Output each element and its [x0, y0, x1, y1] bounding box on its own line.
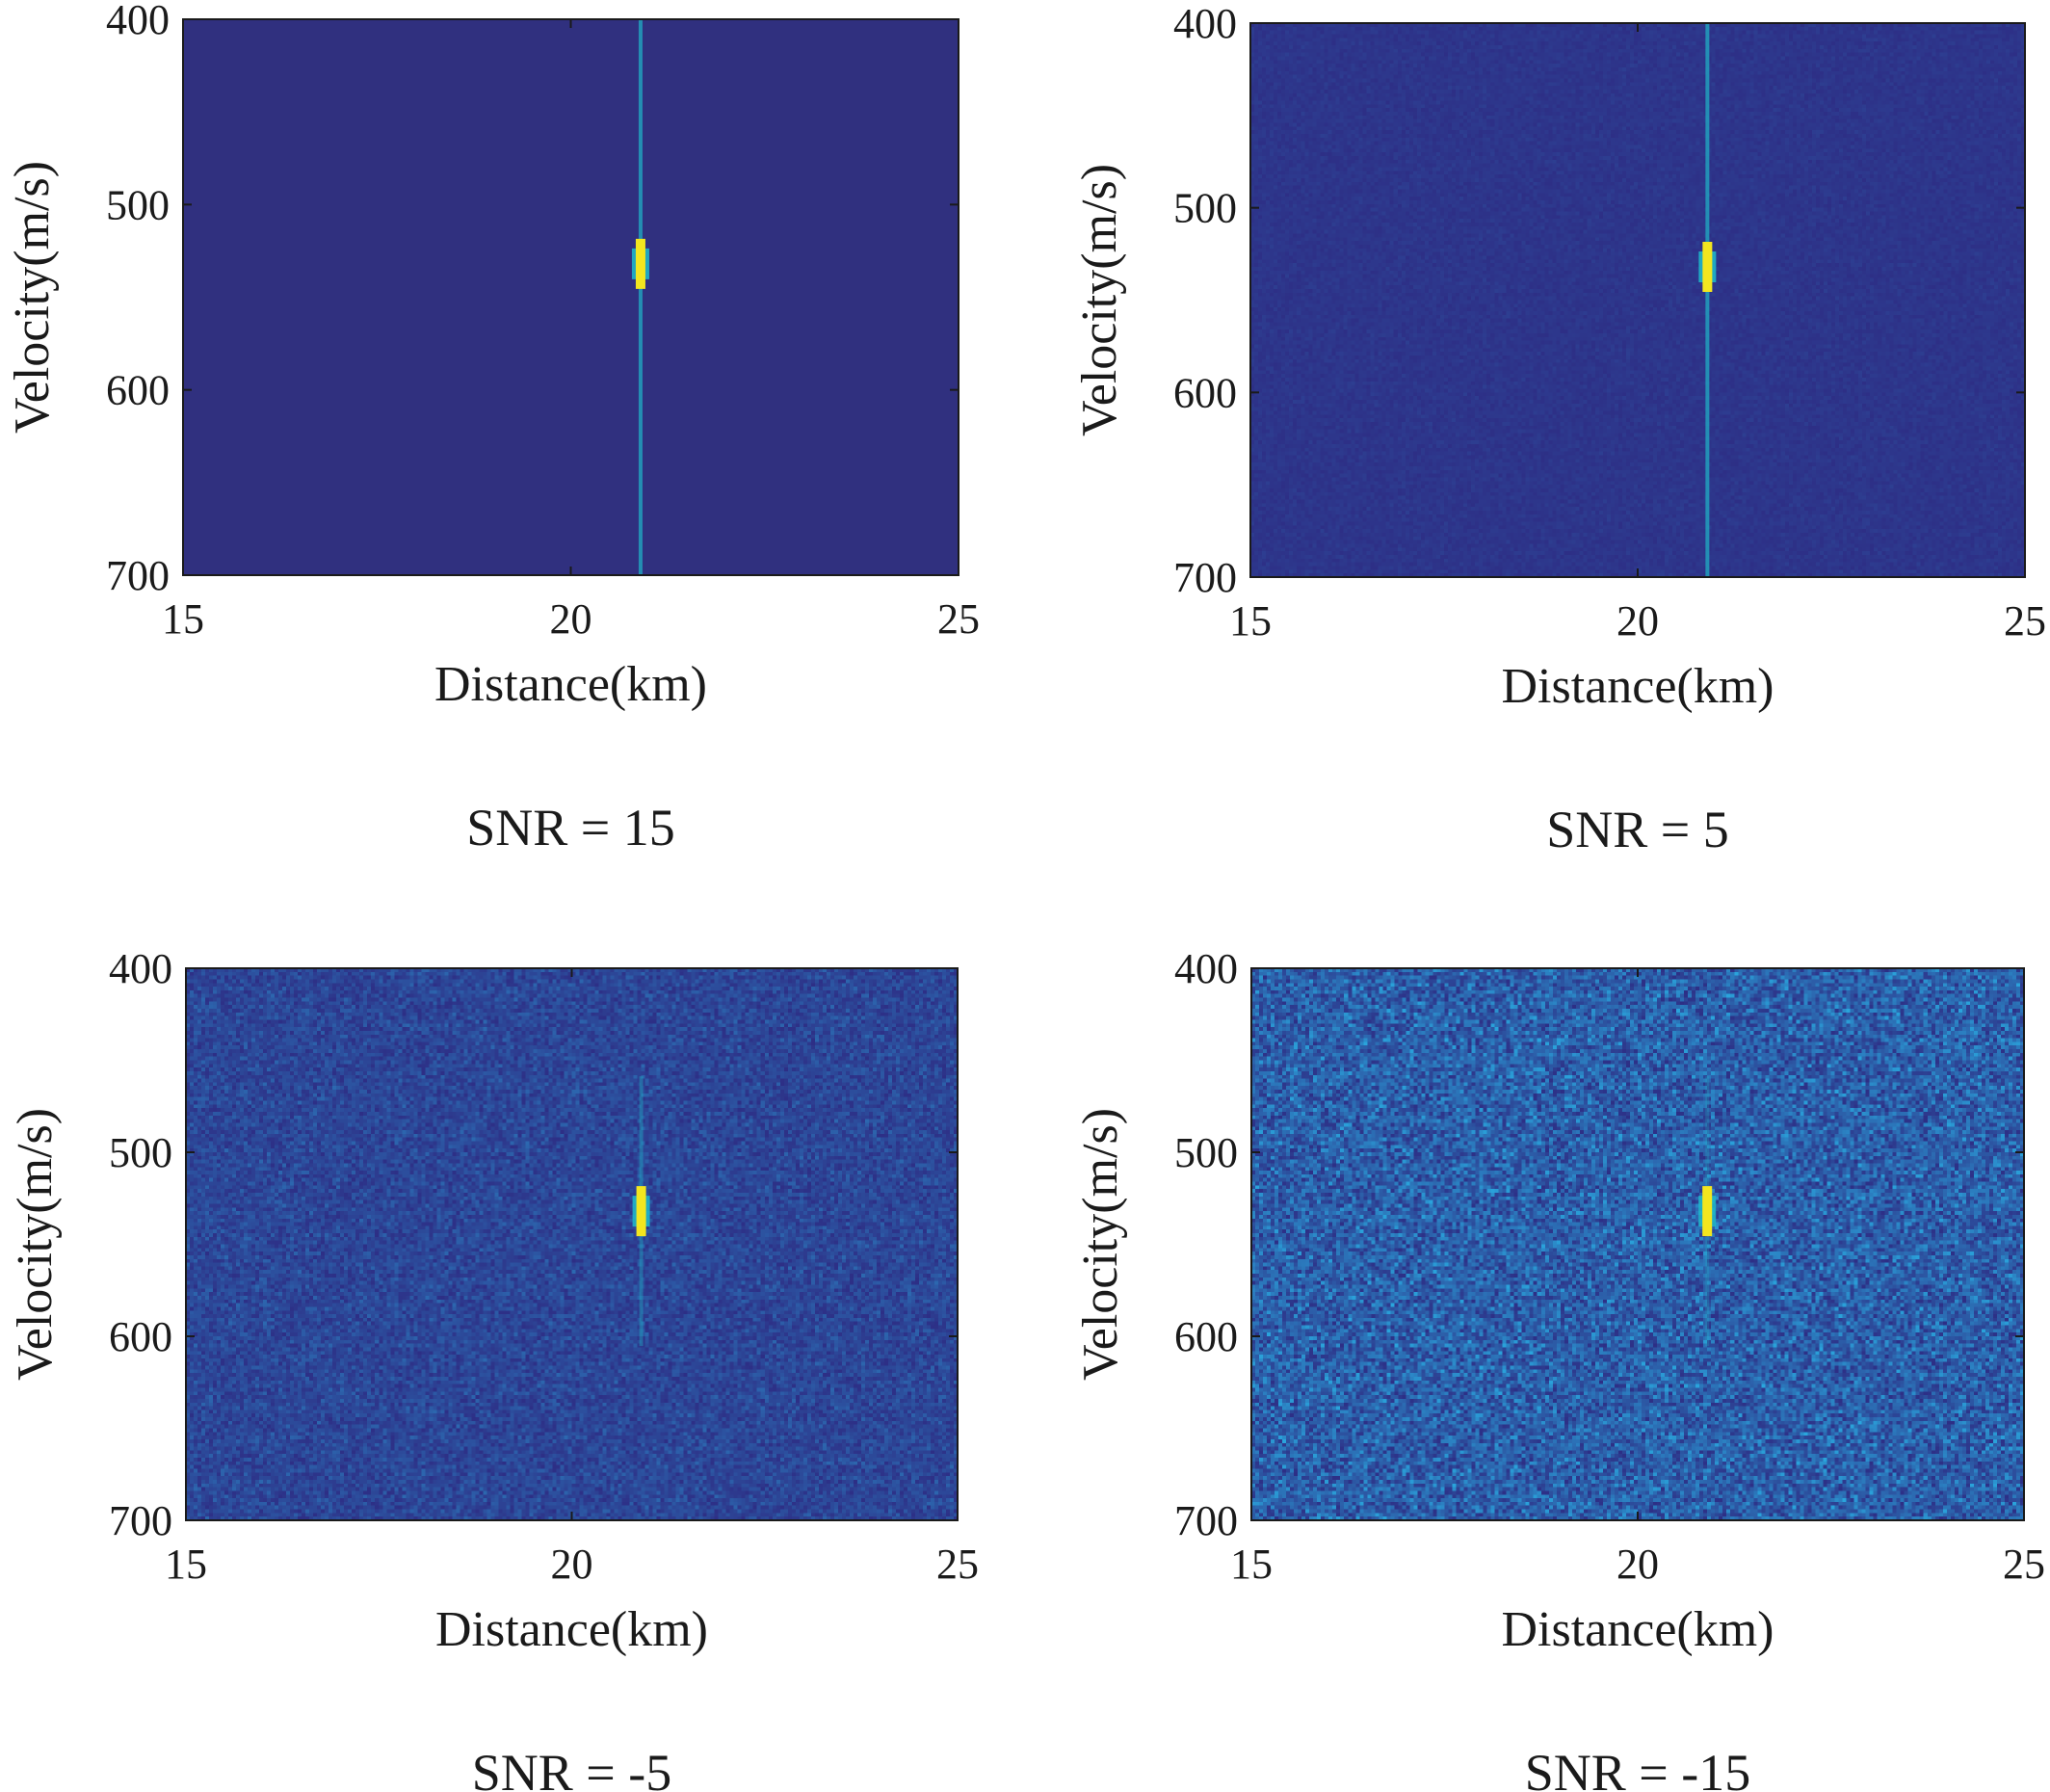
x-tick-label: 20	[551, 1541, 593, 1588]
panel-caption: SNR = -5	[472, 1744, 671, 1792]
y-tick-label: 400	[106, 0, 170, 43]
y-tick-label: 600	[106, 367, 170, 414]
y-tick-label: 400	[1173, 0, 1237, 47]
y-tick-label: 500	[106, 181, 170, 228]
x-tick-label: 20	[1616, 597, 1659, 645]
y-tick-label: 500	[109, 1129, 172, 1176]
x-tick-label: 20	[550, 595, 592, 643]
x-tick-label: 25	[936, 1541, 979, 1588]
x-tick-label: 15	[162, 595, 204, 643]
y-tick-label: 500	[1173, 185, 1237, 232]
x-tick-label: 25	[937, 595, 980, 643]
y-tick-label: 600	[109, 1313, 172, 1360]
x-axis-label: Distance(km)	[1501, 1602, 1774, 1657]
panel-4: 15 20 25 400 500 600 700 Distance(km) Velocity(m…	[1073, 945, 2045, 1792]
y-tick-label: 700	[1174, 1497, 1238, 1544]
panel-caption: SNR = -15	[1525, 1744, 1750, 1792]
x-tick-label: 15	[165, 1541, 207, 1588]
x-tick-label: 25	[2003, 1541, 2045, 1588]
peak-core	[635, 238, 645, 289]
panel-caption: SNR = 5	[1546, 801, 1729, 858]
y-tick-label: 700	[1173, 554, 1237, 601]
x-axis-label: Distance(km)	[435, 1602, 708, 1657]
heatmap-noise	[1251, 968, 2024, 1520]
peak-core	[636, 1186, 646, 1237]
x-tick-label: 20	[1616, 1541, 1659, 1588]
panel-3: 15 20 25 400 500 600 700 Distance(km) Velocity(m…	[8, 945, 979, 1792]
panel-2: 15 20 25 400 500 600 700 Distance(km) Velocity(m…	[1072, 0, 2046, 858]
y-tick-label: 400	[1174, 945, 1238, 992]
heatmap-noise	[186, 968, 958, 1520]
x-tick-label: 15	[1230, 1541, 1273, 1588]
panel-1: 15 20 25 400 500 600 700 Distance(km) Velocity(m…	[5, 0, 980, 856]
peak-streak	[638, 19, 643, 575]
y-axis-label: Velocity(m/s)	[1073, 1108, 1128, 1381]
y-tick-label: 600	[1173, 369, 1237, 416]
x-axis-label: Distance(km)	[1501, 659, 1774, 714]
y-tick-label: 600	[1174, 1313, 1238, 1360]
y-tick-label: 500	[1174, 1129, 1238, 1176]
panel-caption: SNR = 15	[466, 799, 675, 856]
peak-core	[1702, 242, 1713, 292]
heatmap-background	[183, 19, 959, 575]
x-axis-label: Distance(km)	[434, 657, 707, 712]
peak-core	[1702, 1186, 1713, 1237]
peak-streak	[1705, 23, 1710, 577]
heatmap-noise	[1250, 23, 2025, 577]
y-axis-label: Velocity(m/s)	[8, 1108, 63, 1381]
x-tick-label: 25	[2004, 597, 2046, 645]
y-tick-label: 700	[106, 552, 170, 599]
y-tick-label: 400	[109, 945, 172, 992]
y-tick-label: 700	[109, 1497, 172, 1544]
x-tick-label: 15	[1229, 597, 1272, 645]
y-axis-label: Velocity(m/s)	[5, 161, 60, 434]
y-axis-label: Velocity(m/s)	[1072, 164, 1127, 436]
